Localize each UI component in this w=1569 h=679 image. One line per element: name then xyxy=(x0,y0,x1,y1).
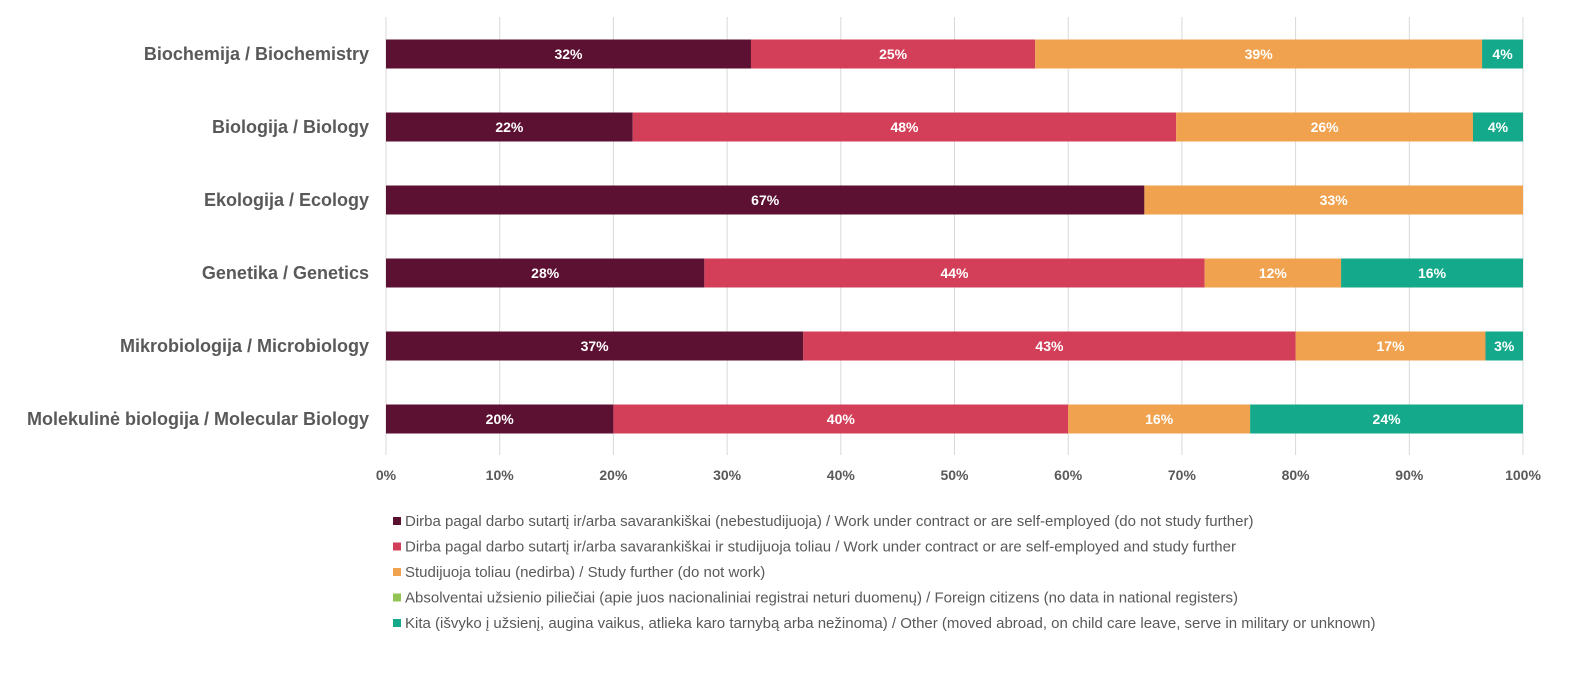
bar-segment-1-1 xyxy=(386,39,751,69)
x-tick-label-10%: 10% xyxy=(486,467,515,483)
legend-label-4: Absolventai užsienio piliečiai (apie juo… xyxy=(405,590,1238,607)
data-label-2-2: 48% xyxy=(890,119,919,135)
data-label-6-5: 24% xyxy=(1373,411,1402,427)
x-tick-label-30%: 30% xyxy=(713,467,742,483)
legend-swatch-1 xyxy=(393,517,401,525)
data-label-6-2: 40% xyxy=(827,411,856,427)
x-tick-label-0%: 0% xyxy=(376,467,397,483)
data-label-5-2: 43% xyxy=(1035,338,1064,354)
bar-segment-6-2 xyxy=(613,404,1069,434)
legend-label-1: Dirba pagal darbo sutartį ir/arba savara… xyxy=(405,513,1253,530)
bar-segment-4-1 xyxy=(386,258,705,288)
legend-swatch-4 xyxy=(393,593,401,602)
bar-segment-2-1 xyxy=(386,112,633,142)
bar-segment-6-3 xyxy=(1068,404,1251,434)
data-label-4-2: 44% xyxy=(940,265,969,281)
data-label-6-3: 16% xyxy=(1145,411,1174,427)
bar-segment-1-2 xyxy=(750,39,1036,69)
x-tick-label-90%: 90% xyxy=(1395,467,1424,483)
bar-segment-6-5 xyxy=(1250,404,1523,434)
bar-segment-3-1 xyxy=(386,185,1145,215)
data-label-5-5: 3% xyxy=(1494,338,1515,354)
legend-swatch-2 xyxy=(393,542,401,551)
legend-label-2: Dirba pagal darbo sutartį ir/arba savara… xyxy=(405,539,1236,556)
data-label-4-3: 12% xyxy=(1259,265,1288,281)
legend-label-5: Kita (išvyko į užsienį, augina vaikus, a… xyxy=(405,615,1375,632)
data-label-5-3: 17% xyxy=(1377,338,1406,354)
data-label-4-5: 16% xyxy=(1418,265,1447,281)
data-label-4-1: 28% xyxy=(531,265,560,281)
x-tick-label-80%: 80% xyxy=(1282,467,1311,483)
category-label-1: Biochemija / Biochemistry xyxy=(144,44,369,64)
x-tick-label-20%: 20% xyxy=(599,467,628,483)
bar-segment-4-5 xyxy=(1341,258,1523,288)
category-label-5: Mikrobiologija / Microbiology xyxy=(120,336,369,356)
x-tick-label-50%: 50% xyxy=(940,467,969,483)
bar-segment-6-1 xyxy=(386,404,614,434)
bar-segment-4-2 xyxy=(704,258,1205,288)
data-label-3-1: 67% xyxy=(751,192,780,208)
data-label-2-3: 26% xyxy=(1311,119,1340,135)
legend: Dirba pagal darbo sutartį ir/arba savara… xyxy=(393,513,1375,632)
x-tick-label-40%: 40% xyxy=(827,467,856,483)
legend-label-3: Studijuoja toliau (nedirba) / Study furt… xyxy=(405,564,765,581)
bar-segment-1-3 xyxy=(1035,39,1483,69)
category-label-6: Molekulinė biologija / Molecular Biology xyxy=(27,409,369,429)
bar-segment-3-3 xyxy=(1144,185,1523,215)
data-label-2-1: 22% xyxy=(495,119,524,135)
data-label-1-5: 4% xyxy=(1492,46,1513,62)
category-label-3: Ekologija / Ecology xyxy=(204,190,369,210)
x-tick-label-100%: 100% xyxy=(1505,467,1541,483)
category-label-4: Genetika / Genetics xyxy=(202,263,369,283)
bar-segment-2-2 xyxy=(632,112,1177,142)
bars: 32% 25% 39% 4% 22% 48% 26% 4% 67% 33% 28% 44% 12% 16%… xyxy=(386,39,1523,434)
bar-segment-4-3 xyxy=(1204,258,1342,288)
legend-swatch-5 xyxy=(393,619,401,627)
category-label-2: Biologija / Biology xyxy=(212,117,369,137)
bar-segment-1-5 xyxy=(1482,39,1523,69)
bar-segment-5-5 xyxy=(1485,331,1523,361)
bar-segment-5-3 xyxy=(1295,331,1486,361)
gridlines xyxy=(385,17,1524,455)
legend-swatch-3 xyxy=(393,568,401,576)
x-axis-tick-labels: 0% 10% 20% 30% 40% 50% 60% 70% 80% 90% 100% xyxy=(376,467,1542,483)
x-tick-label-70%: 70% xyxy=(1168,467,1197,483)
data-label-2-5: 4% xyxy=(1488,119,1509,135)
bar-segment-2-5 xyxy=(1472,112,1523,142)
data-label-6-1: 20% xyxy=(486,411,515,427)
data-label-1-3: 39% xyxy=(1245,46,1274,62)
bar-segment-2-3 xyxy=(1176,112,1473,142)
data-label-5-1: 37% xyxy=(581,338,610,354)
bar-segment-5-1 xyxy=(386,331,804,361)
bar-segment-5-2 xyxy=(803,331,1296,361)
data-label-3-3: 33% xyxy=(1320,192,1349,208)
x-tick-label-60%: 60% xyxy=(1054,467,1083,483)
data-label-1-2: 25% xyxy=(879,46,908,62)
category-labels: Biochemija / Biochemistry Biologija / Bio… xyxy=(27,44,369,429)
data-label-1-1: 32% xyxy=(554,46,583,62)
